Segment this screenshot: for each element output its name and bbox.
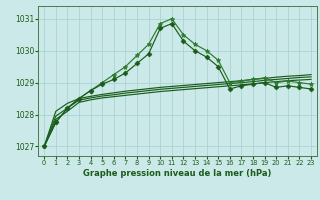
X-axis label: Graphe pression niveau de la mer (hPa): Graphe pression niveau de la mer (hPa) [84,169,272,178]
